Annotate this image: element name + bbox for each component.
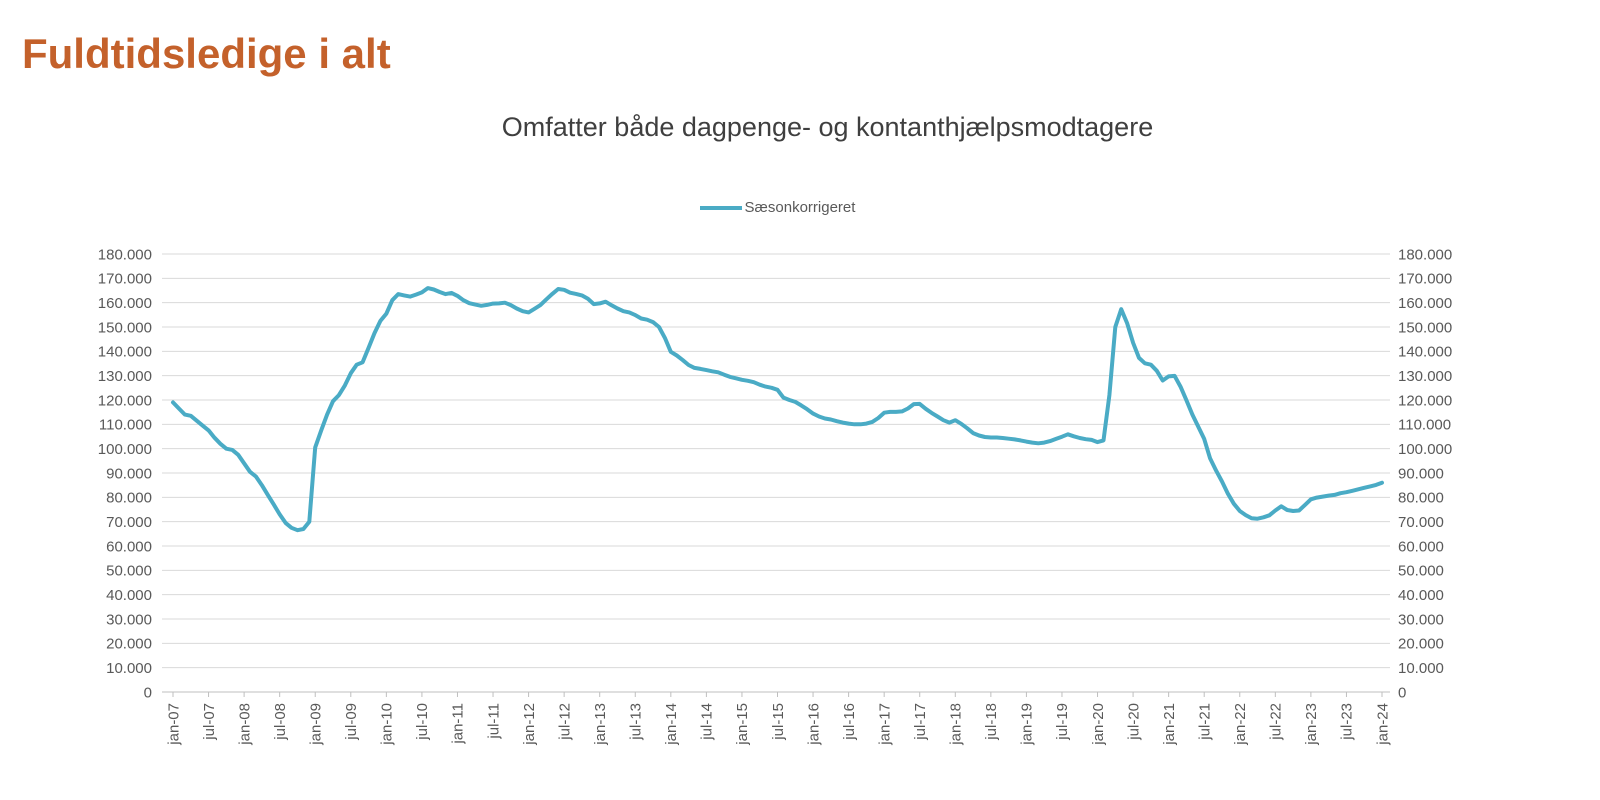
legend: Sæsonkorrigeret [170,199,1385,216]
y-axis-label-right: 140.000 [1398,344,1452,361]
x-axis-label: jan-24 [1374,703,1391,746]
y-axis-label-left: 120.000 [98,392,152,409]
y-axis-label-right: 180.000 [1398,246,1452,263]
y-axis-label-left: 90.000 [106,465,152,482]
y-axis-label-right: 110.000 [1398,417,1451,434]
y-axis-label-right: 60.000 [1398,538,1444,555]
x-axis-label: jul-22 [1268,703,1285,741]
x-axis-label: jul-21 [1196,703,1213,741]
y-axis-label-right: 90.000 [1398,465,1444,482]
x-axis-label: jan-22 [1232,703,1249,746]
x-axis-label: jan-17 [876,703,893,746]
chart-subtitle: Omfatter både dagpenge- og kontanthjælps… [501,112,1154,142]
x-axis-label: jul-10 [414,703,431,741]
x-axis-label: jul-17 [912,703,929,741]
y-axis-label-left: 80.000 [106,490,152,507]
y-axis-label-right: 70.000 [1398,514,1444,531]
y-axis-label-right: 30.000 [1398,611,1444,628]
y-axis-label-left: 160.000 [98,295,152,312]
x-axis-label: jan-08 [236,703,253,746]
y-axis-label-left: 50.000 [106,563,152,580]
x-axis-label: jan-10 [379,703,396,746]
x-axis-label: jul-23 [1339,703,1356,741]
x-axis-label: jul-16 [841,703,858,741]
y-axis-label-right: 10.000 [1398,660,1444,677]
x-axis-label: jan-12 [521,703,538,746]
x-axis-label: jul-19 [1054,703,1071,741]
x-axis-label: jul-14 [699,703,716,741]
y-axis-label-right: 20.000 [1398,636,1444,653]
y-axis-label-right: 150.000 [1398,319,1452,336]
x-axis-label: jan-14 [663,703,680,746]
x-axis-label: jan-15 [734,703,751,746]
y-axis-label-right: 80.000 [1398,490,1444,507]
y-axis-label-right: 100.000 [1398,441,1452,458]
x-axis-label: jul-13 [628,703,645,741]
x-axis-label: jul-08 [272,703,289,741]
y-axis-label-right: 40.000 [1398,587,1444,604]
y-axis-label-right: 130.000 [1398,368,1452,385]
x-axis-label: jan-21 [1161,703,1178,746]
y-axis-label-right: 120.000 [1398,392,1452,409]
x-axis-label: jul-11 [485,703,502,740]
y-axis-label-left: 40.000 [106,587,152,604]
legend-line-swatch [699,205,742,210]
y-axis-label-right: 50.000 [1398,563,1444,580]
y-axis-label-left: 70.000 [106,514,152,531]
y-axis-label-left: 20.000 [106,636,152,653]
y-axis-label-right: 160.000 [1398,295,1452,312]
x-axis-label: jul-18 [983,703,1000,741]
y-axis-label-right: 170.000 [1398,271,1452,288]
x-axis-label: jul-12 [556,703,573,741]
y-axis-label-left: 150.000 [98,319,152,336]
x-axis-label: jul-07 [201,703,218,741]
x-axis-label: jul-20 [1125,703,1142,741]
y-axis-label-left: 110.000 [99,417,152,434]
y-axis-label-left: 180.000 [98,246,152,263]
y-axis-label-left: 130.000 [98,368,152,385]
x-axis-label: jan-13 [592,703,609,746]
y-axis-label-left: 10.000 [106,660,152,677]
x-axis-label: jan-20 [1090,703,1107,746]
y-axis-label-left: 140.000 [98,344,152,361]
x-axis-label: jul-15 [770,703,787,741]
x-axis-label: jul-09 [343,703,360,741]
y-axis-label-left: 60.000 [106,538,152,555]
x-axis-label: jan-11 [450,703,467,745]
x-axis-label: jan-18 [948,703,965,746]
y-axis-label-right: 0 [1398,684,1406,701]
series-line [171,286,1384,533]
legend-label: Sæsonkorrigeret [744,199,856,216]
y-axis-label-left: 0 [144,684,152,701]
x-axis-label: jan-07 [165,703,182,746]
x-axis-label: jan-09 [307,703,324,746]
y-axis-label-left: 30.000 [106,611,152,628]
x-axis-label: jan-19 [1019,703,1036,746]
y-axis-label-left: 100.000 [98,441,152,458]
x-axis-label: jan-23 [1303,703,1320,746]
page-title: Fuldtidsledige i alt [22,30,391,77]
x-axis-label: jan-16 [805,703,822,746]
y-axis-label-left: 170.000 [98,271,152,288]
